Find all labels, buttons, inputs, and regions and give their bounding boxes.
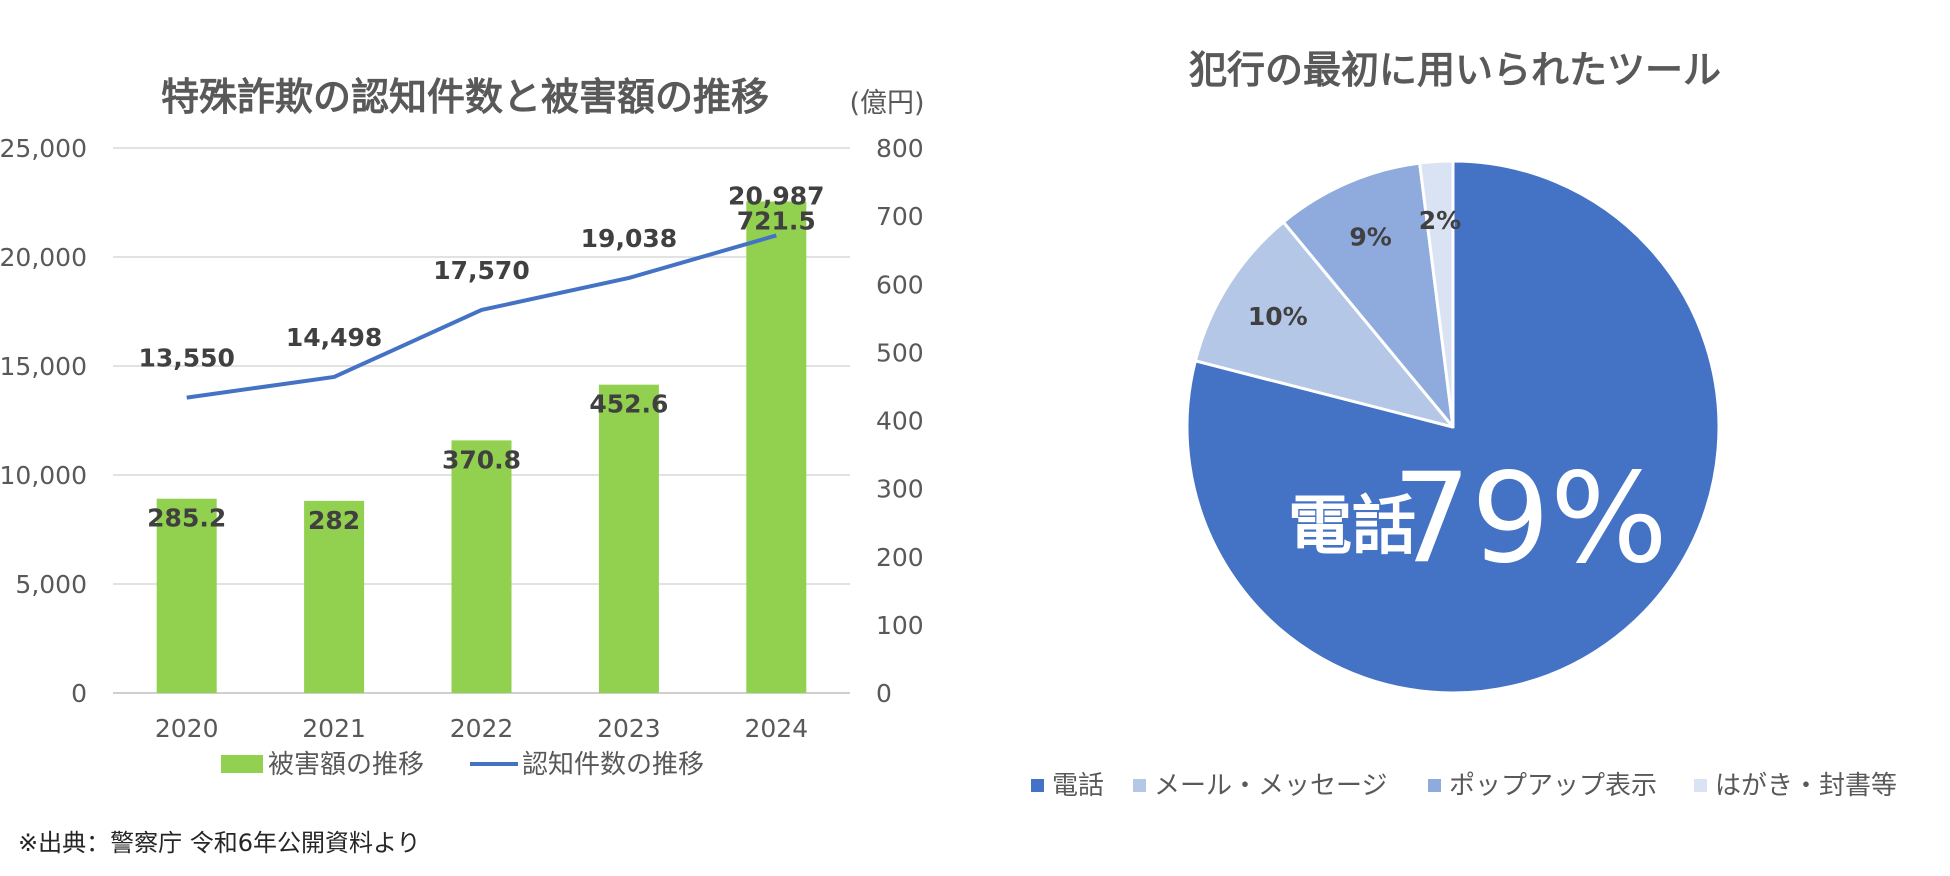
line-data-labels: 13,550 14,498 17,570 19,038 20,987: [138, 181, 824, 372]
y2-tick-label: 600: [876, 270, 924, 299]
x-tick-label: 2020: [155, 714, 219, 743]
pie-slice: [1281, 161, 1455, 429]
y2-tick-label: 100: [876, 611, 924, 640]
bar: [598, 384, 659, 693]
legend-swatch-bar: [221, 755, 263, 773]
pie-data-labels: 10% 9% 2%: [1248, 206, 1461, 331]
combo-chart: 特殊詐欺の認知件数と被害額の推移 (億円) 0 5,000 10,000 15,000…: [0, 75, 925, 780]
legend-label-line: 認知件数の推移: [522, 750, 704, 780]
pie-legend-label: ポップアップ表示: [1449, 771, 1657, 801]
bar-series: [156, 201, 807, 693]
pie-legend-label: はがき・封書等: [1715, 771, 1897, 801]
pie-legend: 電話 メール・メッセージ ポップアップ表示 はがき・封書等: [1031, 771, 1897, 801]
line-series: [186, 233, 777, 400]
pie-legend-swatch: [1133, 779, 1146, 792]
y2-unit-label: (億円): [849, 88, 924, 119]
pie-slices: [1185, 159, 1721, 695]
y-tick-label: 25,000: [0, 134, 87, 163]
legend-label-bar: 被害額の推移: [268, 750, 424, 780]
bar-data-label: 285.2: [147, 504, 226, 533]
combo-legend: 被害額の推移 認知件数の推移: [221, 750, 704, 780]
source-note: ※出典：警察庁 令和6年公開資料より: [18, 829, 421, 857]
y2-tick-label: 700: [876, 202, 924, 231]
bar-data-label: 721.5: [737, 206, 816, 235]
y2-tick-label: 800: [876, 134, 924, 163]
y-tick-label: 0: [71, 679, 87, 708]
pie-legend-swatch: [1428, 779, 1441, 792]
pie-data-label: 2%: [1419, 206, 1461, 235]
y-axis-ticks: 0 5,000 10,000 15,000 20,000 25,000: [0, 134, 87, 708]
x-tick-label: 2022: [450, 714, 514, 743]
pie-legend-label: 電話: [1052, 771, 1104, 801]
x-tick-label: 2024: [744, 714, 808, 743]
pie-callout-name: 電話: [1288, 490, 1416, 564]
y-tick-label: 5,000: [15, 570, 87, 599]
x-axis-ticks: 2020 2021 2022 2023 2024: [155, 714, 808, 743]
pie-chart-title: 犯行の最初に用いられたツール: [1189, 48, 1721, 92]
line-data-label: 19,038: [581, 224, 677, 253]
bar: [451, 440, 512, 693]
bar-data-labels: 285.2 282 370.8 452.6 721.5: [147, 206, 816, 534]
pie-legend-swatch: [1694, 779, 1707, 792]
y2-tick-label: 500: [876, 338, 924, 367]
combo-chart-title: 特殊詐欺の認知件数と被害額の推移: [161, 75, 769, 119]
pie-legend-swatch: [1031, 779, 1044, 792]
line-data-label: 20,987: [728, 181, 824, 210]
y-tick-label: 10,000: [0, 461, 87, 490]
y-tick-label: 15,000: [0, 352, 87, 381]
y2-tick-label: 300: [876, 475, 924, 504]
line-data-label: 13,550: [138, 344, 234, 373]
y2-tick-label: 200: [876, 543, 924, 572]
line-data-label: 17,570: [433, 256, 529, 285]
pie-chart: 犯行の最初に用いられたツール 10%9%2% 電話 79% 電話 メール・メッセー…: [1031, 48, 1897, 801]
pie-data-label: 9%: [1349, 223, 1391, 252]
x-tick-label: 2021: [302, 714, 366, 743]
y2-axis-ticks: 0 100 200 300 400 500 600 700 800: [876, 134, 924, 708]
y2-tick-label: 400: [876, 407, 924, 436]
bar-data-label: 282: [308, 506, 360, 535]
x-tick-label: 2023: [597, 714, 661, 743]
y2-tick-label: 0: [876, 679, 892, 708]
pie-slice: [1193, 220, 1455, 429]
pie-data-label: 10%: [1248, 302, 1308, 331]
bar: [746, 201, 807, 693]
line-data-label: 14,498: [286, 323, 382, 352]
pie-slice: [1418, 159, 1455, 429]
bar: [156, 498, 217, 693]
y-tick-label: 20,000: [0, 243, 87, 272]
pie-legend-label: メール・メッセージ: [1154, 771, 1387, 801]
bar: [304, 500, 365, 693]
pie-callout-value: 79%: [1392, 447, 1668, 591]
bar-data-label: 370.8: [442, 445, 521, 474]
bar-data-label: 452.6: [589, 390, 668, 419]
